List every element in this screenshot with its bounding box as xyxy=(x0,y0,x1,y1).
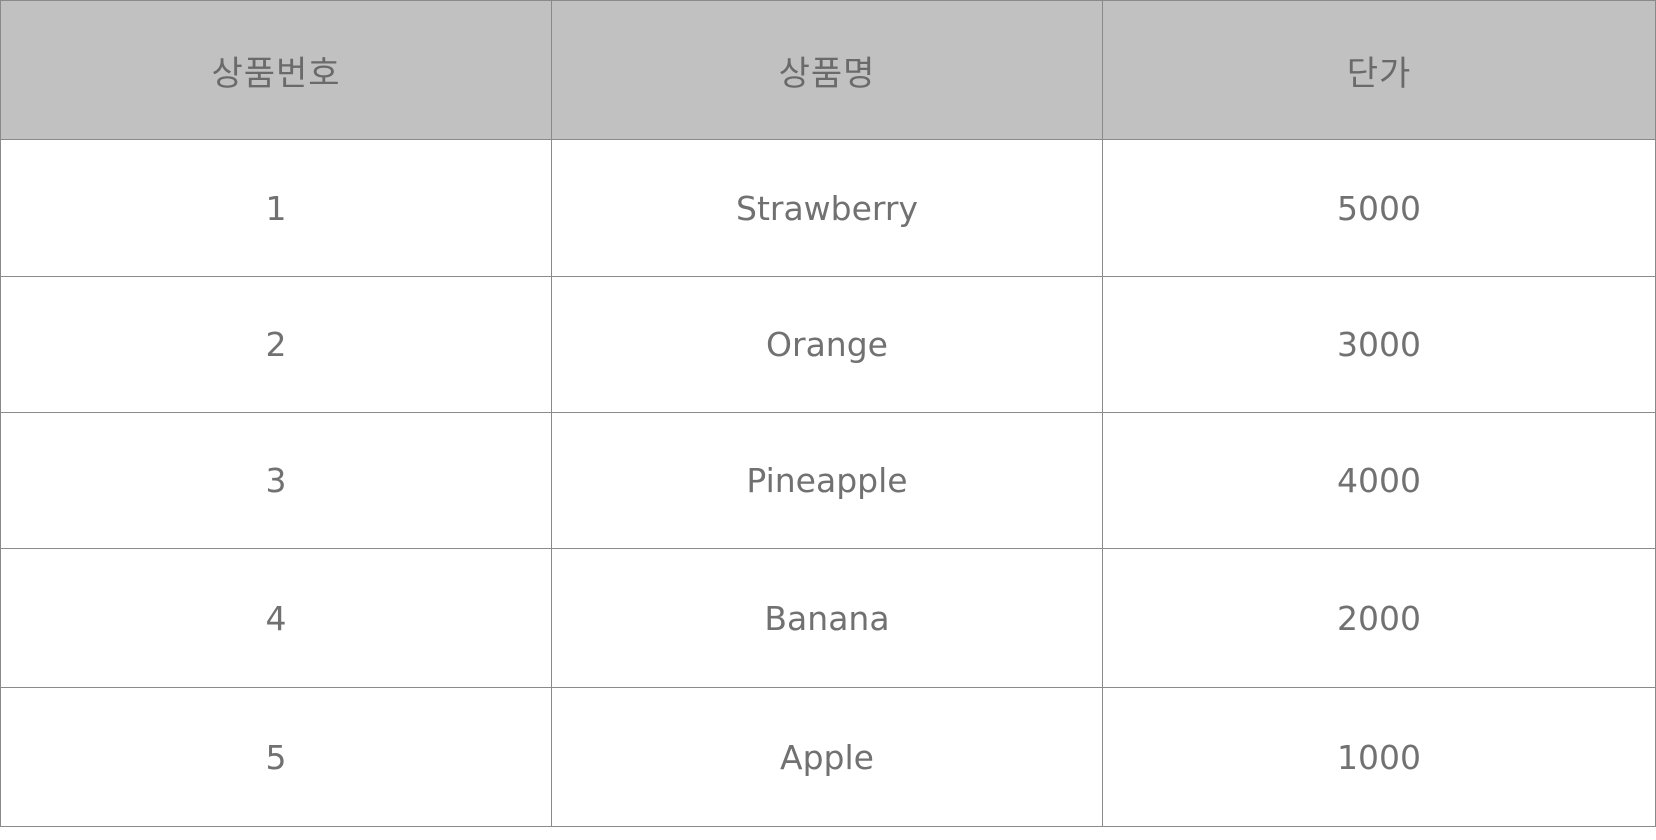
cell-product-name: Orange xyxy=(551,276,1103,413)
cell-product-number: 3 xyxy=(0,412,552,549)
cell-product-number: 2 xyxy=(0,276,552,413)
cell-product-name: Strawberry xyxy=(551,139,1103,277)
table-row: 3 Pineapple 4000 xyxy=(0,412,1656,549)
cell-product-number: 4 xyxy=(0,548,552,688)
header-product-name: 상품명 xyxy=(551,0,1103,140)
cell-product-name: Apple xyxy=(551,687,1103,827)
cell-unit-price: 2000 xyxy=(1102,548,1656,688)
cell-unit-price: 3000 xyxy=(1102,276,1656,413)
cell-unit-price: 5000 xyxy=(1102,139,1656,277)
header-product-number: 상품번호 xyxy=(0,0,552,140)
cell-unit-price: 4000 xyxy=(1102,412,1656,549)
header-unit-price: 단가 xyxy=(1102,0,1656,140)
table-row: 5 Apple 1000 xyxy=(0,687,1656,827)
cell-product-number: 1 xyxy=(0,139,552,277)
table-body: 1 Strawberry 5000 2 Orange 3000 3 Pineap… xyxy=(0,139,1656,827)
table-row: 1 Strawberry 5000 xyxy=(0,139,1656,277)
cell-product-name: Pineapple xyxy=(551,412,1103,549)
table-row: 4 Banana 2000 xyxy=(0,548,1656,688)
cell-product-name: Banana xyxy=(551,548,1103,688)
cell-unit-price: 1000 xyxy=(1102,687,1656,827)
table-row: 2 Orange 3000 xyxy=(0,276,1656,413)
header-row: 상품번호 상품명 단가 xyxy=(0,0,1656,140)
table-header: 상품번호 상품명 단가 xyxy=(0,0,1656,140)
cell-product-number: 5 xyxy=(0,687,552,827)
